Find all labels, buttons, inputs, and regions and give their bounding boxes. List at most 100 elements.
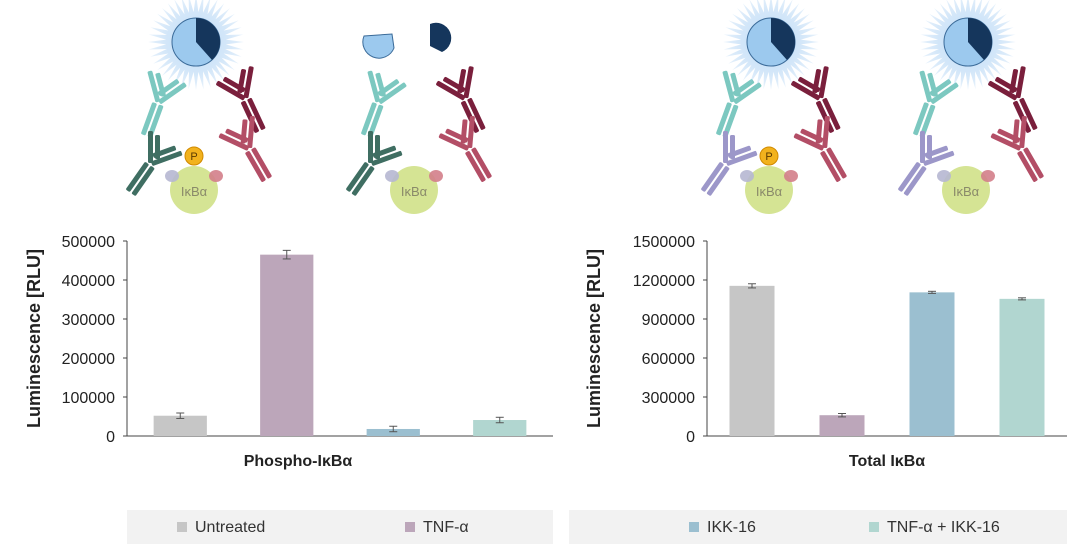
detection-antibody-left [701,131,758,196]
legend-item-tnf: TNF-α [405,519,469,537]
antibody-arm-chain [218,133,249,151]
ikba-label: IκBα [953,184,980,199]
epitope-right [209,170,223,182]
antibody-stem [131,166,155,196]
antibody-arm-right [438,128,469,151]
antibody-arm-chain [438,133,469,151]
antibody-arm-chain [375,135,380,159]
antibody-stem [919,104,936,138]
phospho-site: P [184,146,204,166]
antibody-stem [147,104,164,138]
pink-antibody [990,115,1044,182]
luminescent-bead [723,0,819,90]
epitope-left [937,170,951,182]
y-tick-label: 200000 [62,351,115,368]
y-tick-label: 1200000 [633,273,695,290]
phospho-ikba-chart: 0 100000 200000 300000 400000 500000 Luminesce… [24,234,553,470]
antibody-arm-right [368,131,380,163]
antibody-arm-chain [151,150,183,166]
x-axis-title: Phospho-IκBα [244,453,353,470]
antibody-arm-chain [375,72,386,97]
ikba-label: IκBα [401,184,428,199]
antibody-arm-chain [930,82,959,104]
y-tick-label: 400000 [62,273,115,290]
pink-antibody [218,115,272,182]
antibody-arm-right [920,131,932,163]
antibody-arm-right [216,76,246,101]
antibody-arm-chain [927,72,938,97]
ikba-protein [170,166,218,214]
maroon-antibody [436,66,486,133]
y-tick-label: 500000 [62,234,115,251]
antibody-arm-chain [243,66,254,99]
diagram-total-phospho: IκBα P [701,0,847,214]
antibody-arm-chain [923,150,955,166]
bar-tnf_ikk16 [999,298,1045,436]
detection-antibody-left [346,131,403,196]
diagram-phospho-intact: IκBα P [126,0,272,214]
phospho-label: P [190,151,197,163]
acceptor-half [968,17,993,60]
legend-label-tnf-ikk16: TNF-α + IKK-16 [887,519,1000,536]
antibody-stem [247,97,266,130]
antibody-arm-left [371,145,403,166]
antibody-arm-right [218,128,249,151]
antibody-stem [701,162,724,192]
antibody-arm-right [793,128,824,151]
y-tick-label: 300000 [642,390,695,407]
bar-ikk16 [366,428,420,436]
antibody-arm-chain [995,76,1018,93]
phospho-circle [759,146,779,166]
antibody-arm-chain [997,128,1021,143]
ikba-target: IκBα [937,166,995,214]
antibody-stem [361,102,377,136]
antibody-arm-chain [378,82,407,104]
antibody-stem [351,166,375,196]
antibody-arm-chain [800,128,824,143]
bar-untreated [153,415,207,436]
teal-antibody [716,70,762,138]
epitope-right [429,170,443,182]
legend-swatch-tnf [405,522,415,532]
antibody-arm-chain [1019,115,1027,149]
legend-swatch-untreated [177,522,187,532]
antibody-arm-chain [920,131,925,163]
antibody-arm-chain [919,70,933,103]
bar-untreated [729,285,775,436]
ikba-protein [942,166,990,214]
bar-ikk16 [909,292,955,436]
antibody-stem [826,147,847,179]
antibody-stem [471,147,492,179]
antibody-arm-chain [155,72,166,97]
y-tick-label: 900000 [642,312,695,329]
antibody-arm-chain [1015,66,1026,99]
antibody-arm-chain [367,70,381,103]
antibody-stem [820,151,841,182]
detection-antibody-left [898,131,955,196]
antibody-arm-left [151,145,183,166]
y-tick-label: 0 [686,429,695,446]
total-ikba-chart: 0 300000 600000 900000 1200000 1500000 Lumines… [584,234,1067,470]
bar-tnf [819,415,865,436]
antibody-arm-right [436,76,466,101]
y-tick-label: 300000 [62,312,115,329]
antibody-stem [465,151,486,182]
donor-half-free [362,33,395,59]
teal-antibody [141,70,187,138]
antibody-arm-chain [436,80,466,101]
antibody-arm-chain [818,66,829,99]
assay-diagrams: IκBα P IκBα IκBα P IκBα [126,0,1044,214]
luminescent-bead [920,0,1016,90]
antibody-arm-chain [155,135,160,159]
antibody-arm-chain [467,115,475,149]
legend-item-ikk16: IKK-16 [689,519,756,537]
legend-swatch-ikk16 [689,522,699,532]
antibody-arm-chain [223,76,246,93]
antibody-arm-right [148,131,160,163]
antibody-arm-left [923,145,955,166]
legend-panel-right: IKK-16 TNF-α + IKK-16 [569,510,1067,544]
ikba-target: IκBα [385,166,443,214]
antibody-arm-chain [990,133,1021,151]
diagram-total-plain: IκBα [898,0,1044,214]
